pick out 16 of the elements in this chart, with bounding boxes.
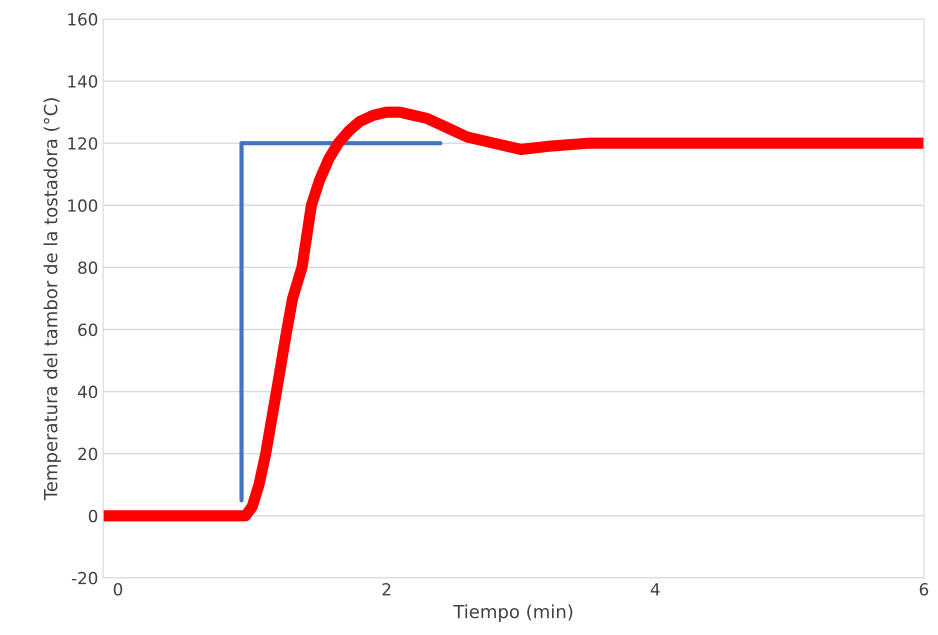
y-axis-title: Temperatura del tambor de la tostadora (°C) (43, 98, 61, 500)
x-tick-label: 0 (114, 583, 122, 596)
x-axis-title: Tiempo (min) (453, 604, 572, 622)
y-tick-label: 80 (78, 261, 98, 274)
y-tick-label: 40 (78, 386, 98, 398)
y-tick-label: 20 (78, 448, 98, 460)
x-tick-label: 4 (650, 583, 660, 596)
y-tick-label: 0 (88, 510, 98, 522)
y-tick-label: 60 (78, 323, 98, 336)
x-tick-label: 6 (920, 583, 928, 596)
y-tick-label: 100 (68, 199, 98, 212)
y-tick-label: -20 (72, 572, 98, 584)
y-tick-label: 120 (68, 137, 98, 150)
y-tick-label: 140 (68, 75, 98, 88)
x-tick-label: 2 (382, 583, 390, 596)
y-tick-label: 160 (68, 13, 98, 26)
